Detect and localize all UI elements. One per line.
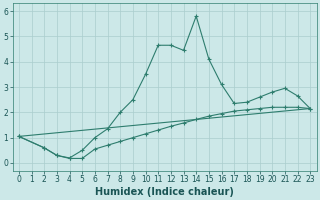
- X-axis label: Humidex (Indice chaleur): Humidex (Indice chaleur): [95, 187, 234, 197]
